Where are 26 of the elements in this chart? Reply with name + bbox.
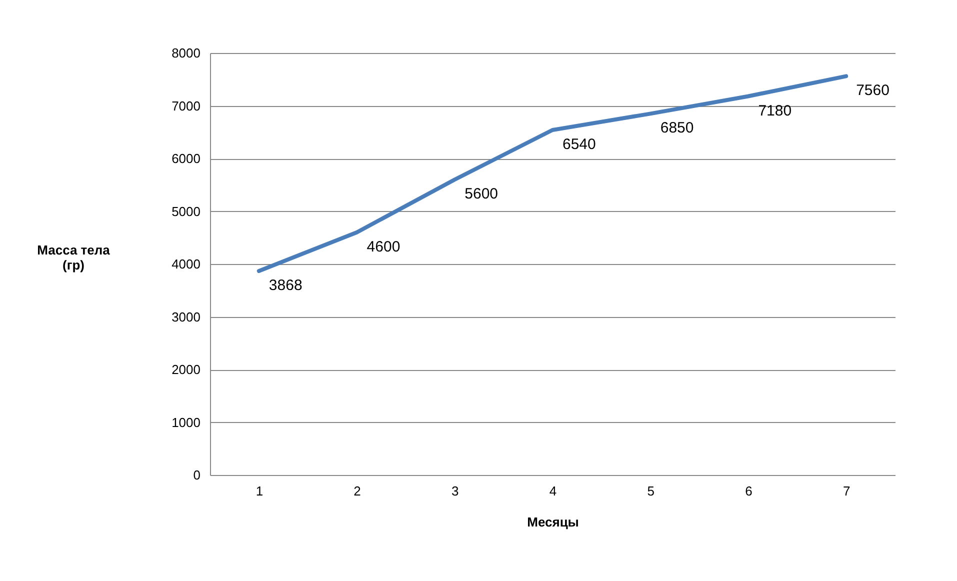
y-tick-label: 2000 — [172, 362, 200, 377]
y-tick-label: 1000 — [172, 414, 200, 430]
x-tick-label: 6 — [745, 484, 752, 498]
x-tick-label: 1 — [256, 484, 264, 498]
data-label: 4600 — [366, 238, 400, 256]
y-tick-label: 8000 — [172, 46, 200, 60]
data-label: 7180 — [758, 102, 792, 120]
y-axis-title: Масса тела (гр) — [37, 242, 111, 272]
data-label: 3868 — [268, 276, 302, 294]
y-tick-label: 4000 — [172, 256, 200, 272]
x-tick-label: 7 — [842, 484, 850, 498]
data-label: 6850 — [660, 120, 694, 137]
line-series — [256, 74, 848, 273]
x-tick-label: 2 — [354, 484, 361, 498]
data-label: 7560 — [856, 82, 890, 100]
x-tick-label: 4 — [549, 484, 557, 498]
y-tick-label: 3000 — [172, 309, 200, 324]
y-tick-label: 0 — [193, 468, 200, 482]
x-axis-title: Месяцы — [527, 514, 579, 530]
y-tick-label: 7000 — [172, 98, 200, 114]
y-tick-label: 6000 — [172, 151, 200, 166]
data-label: 6540 — [562, 136, 596, 154]
y-tick-label: 5000 — [172, 204, 200, 219]
x-tick-label: 5 — [647, 484, 654, 498]
data-label: 5600 — [464, 186, 498, 203]
x-tick-label: 3 — [452, 484, 459, 498]
